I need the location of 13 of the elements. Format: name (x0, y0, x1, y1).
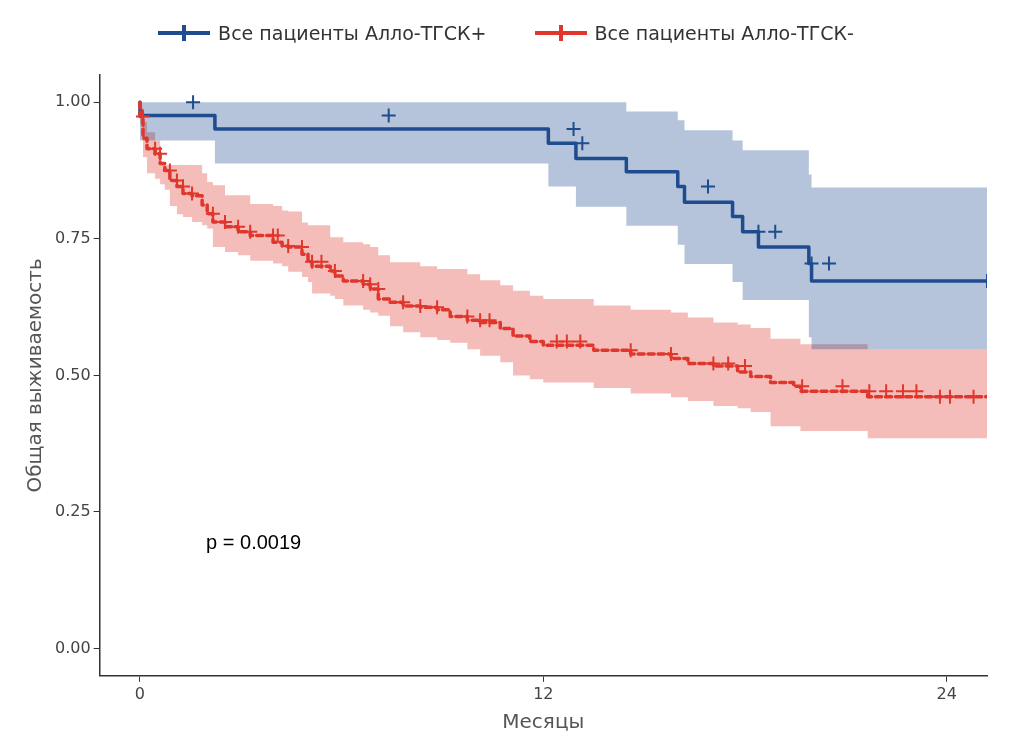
x-axis-title: Месяцы (502, 709, 585, 734)
annotation: p = 0.0019 (206, 531, 302, 554)
y-tick-label: 0.25 (55, 501, 91, 521)
y-tick-label: 1.00 (55, 91, 91, 111)
x-tick-label: 24 (936, 683, 957, 703)
legend-label: Все пациенты Алло-ТГСК+ (218, 22, 487, 44)
x-tick-label: 0 (134, 683, 146, 703)
y-tick-label: 0.50 (55, 364, 91, 384)
y-tick-label: 0.00 (55, 637, 91, 657)
x-tick-label: 12 (533, 683, 554, 703)
y-axis-title: Общая выживаемость (22, 258, 47, 493)
y-tick-label: 0.75 (55, 228, 91, 248)
legend-label: Все пациенты Алло-ТГСК- (594, 22, 854, 44)
